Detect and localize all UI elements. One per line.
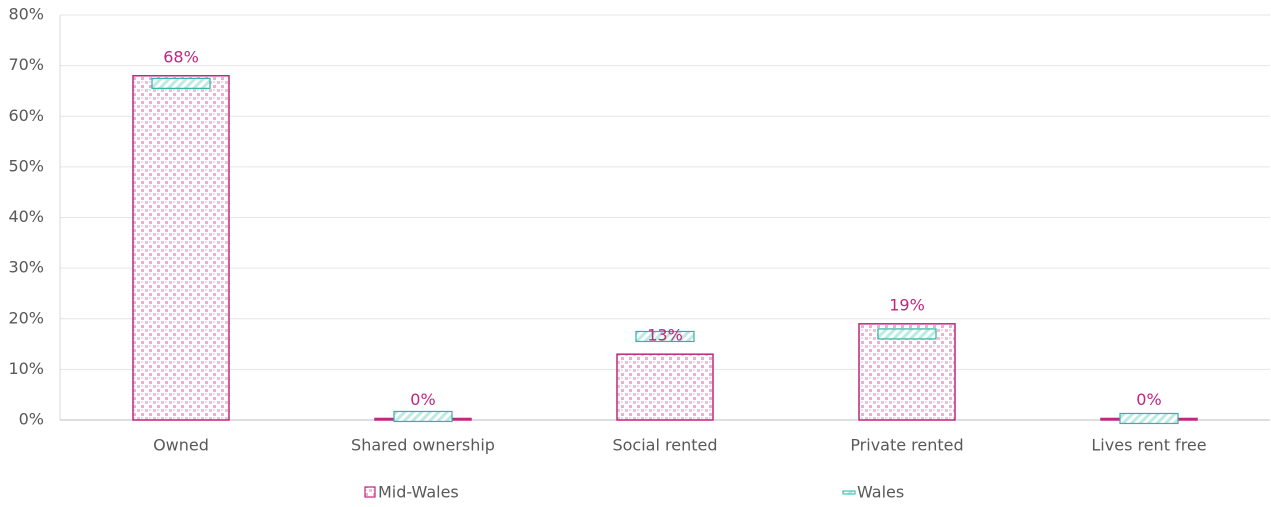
y-tick-label: 80%: [8, 5, 44, 24]
data-label: 0%: [410, 390, 435, 409]
wales-marker: [393, 410, 453, 423]
data-label: 19%: [889, 295, 925, 314]
x-tick-label: Lives rent free: [1091, 436, 1206, 455]
wales-marker: [877, 328, 937, 340]
x-tick-label: Private rented: [850, 436, 963, 455]
y-tick-label: 50%: [8, 156, 44, 175]
y-tick-label: 60%: [8, 106, 44, 125]
y-tick-label: 40%: [8, 207, 44, 226]
y-tick-label: 70%: [8, 55, 44, 74]
legend-swatch: [842, 490, 856, 495]
bar: [132, 75, 230, 421]
y-tick-label: 0%: [19, 410, 44, 429]
data-label: 0%: [1136, 390, 1161, 409]
data-label: 68%: [163, 47, 199, 66]
legend-label: Wales: [857, 483, 904, 502]
x-tick-label: Owned: [153, 436, 209, 455]
wales-marker: [151, 77, 211, 89]
legend-swatch: [364, 486, 376, 498]
y-tick-label: 30%: [8, 258, 44, 277]
y-tick-label: 20%: [8, 308, 44, 327]
x-tick-label: Shared ownership: [351, 436, 495, 455]
legend-label: Mid-Wales: [378, 483, 459, 502]
y-tick-label: 10%: [8, 359, 44, 378]
bar: [616, 353, 714, 421]
wales-marker: [1119, 412, 1179, 425]
bar: [858, 323, 956, 421]
wales-marker: [635, 330, 695, 343]
x-tick-label: Social rented: [612, 436, 717, 455]
data-label: 13%: [647, 326, 683, 345]
